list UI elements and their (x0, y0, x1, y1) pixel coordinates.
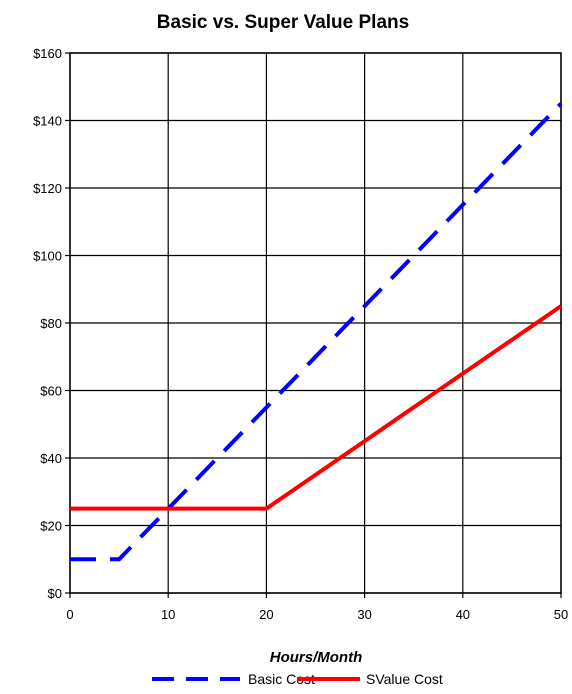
legend-label-2: SValue Cost (366, 671, 443, 687)
series-layer (70, 102, 563, 562)
legend-label-1: Basic Cost (248, 671, 315, 687)
grid (69, 52, 562, 594)
y-tick-label: $80 (40, 316, 62, 331)
y-axis-ticks: $0 $20 $40 $60 $80 $100 $120 $140 $160 (33, 46, 70, 601)
chart-title: Basic vs. Super Value Plans (157, 12, 409, 33)
y-tick-label: $120 (33, 181, 62, 196)
x-tick-label: 30 (357, 607, 371, 622)
x-axis-ticks: 0 10 20 30 40 50 (66, 593, 568, 622)
y-tick-label: $100 (33, 249, 62, 264)
series-line-1 (70, 102, 563, 562)
x-tick-label: 20 (259, 607, 273, 622)
y-tick-label: $60 (40, 384, 62, 399)
x-tick-label: 40 (456, 607, 470, 622)
x-axis-title: Hours/Month (270, 649, 362, 666)
x-tick-label: 50 (554, 607, 568, 622)
x-tick-label: 0 (66, 607, 73, 622)
y-tick-label: $140 (33, 114, 62, 129)
y-tick-label: $0 (48, 586, 62, 601)
series-line-2 (70, 304, 563, 511)
x-tick-label: 10 (161, 607, 175, 622)
y-tick-label: $160 (33, 46, 62, 61)
y-tick-label: $20 (40, 519, 62, 534)
y-tick-label: $40 (40, 451, 62, 466)
legend: Basic Cost SValue Cost (152, 671, 443, 687)
